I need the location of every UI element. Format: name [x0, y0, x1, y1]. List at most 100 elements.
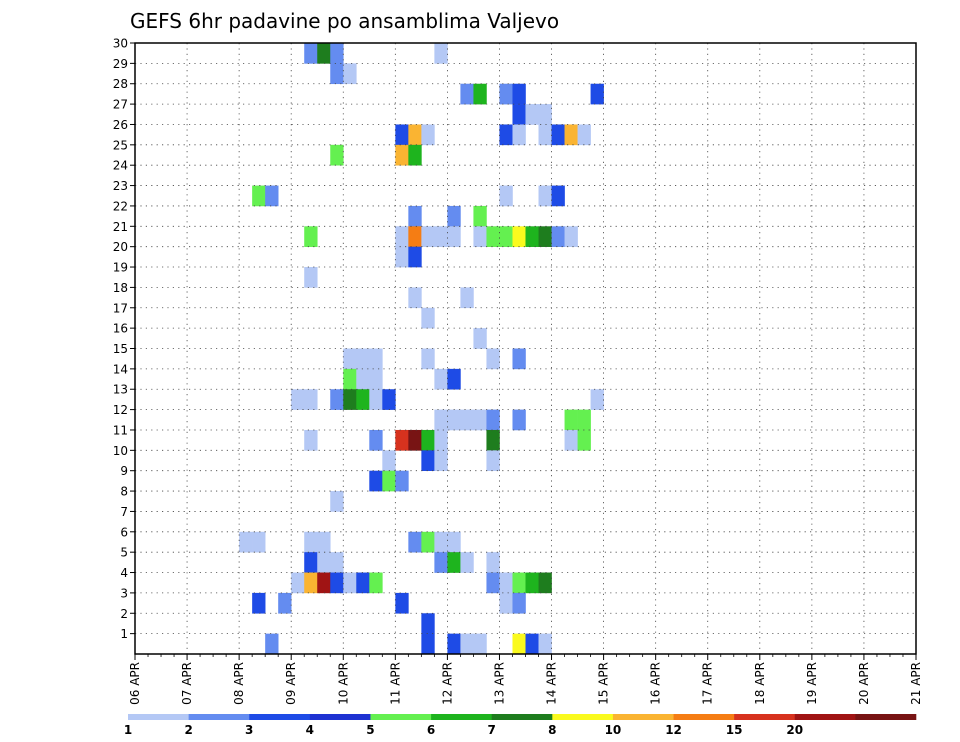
heatmap-cell [304, 389, 318, 410]
heatmap-cell [577, 429, 591, 451]
heatmap-cell [369, 470, 383, 492]
heatmap-cell [538, 124, 552, 146]
heatmap-cell [486, 409, 500, 431]
x-tick-label: 09 APR [284, 662, 298, 705]
heatmap-cell [499, 83, 513, 105]
heatmap-cell [421, 613, 435, 634]
heatmap-cell [291, 572, 305, 594]
heatmap-cell [538, 104, 552, 125]
colorbar-label: 15 [726, 723, 743, 737]
y-tick-label: 9 [120, 464, 128, 478]
colorbar-label: 7 [488, 723, 496, 737]
colorbar-swatch [128, 714, 189, 720]
x-axis-ticks: 06 APR 07 APR 08 APR 09 APR 10 APR 11 APR 12 A… [128, 654, 923, 705]
heatmap-cell [356, 389, 370, 410]
heatmap-cell [395, 226, 409, 247]
heatmap-cell [395, 470, 409, 492]
heatmap-cell [408, 429, 422, 451]
heatmap-cell [447, 633, 461, 655]
heatmap-cell [564, 409, 578, 431]
heatmap-cell [434, 429, 448, 451]
heatmap-cell [551, 226, 565, 247]
heatmap-cell [395, 246, 409, 268]
heatmap-cell [525, 633, 539, 655]
heatmap-cell [291, 389, 305, 410]
heatmap-cell [525, 226, 539, 247]
y-tick-label: 30 [113, 37, 128, 51]
heatmap-cell [486, 572, 500, 594]
heatmap-cell [447, 368, 461, 390]
x-tick-label: 08 APR [232, 662, 246, 705]
grid-lines [135, 43, 916, 654]
heatmap-cell [447, 205, 461, 227]
y-tick-label: 27 [113, 98, 128, 112]
heatmap-cell [330, 552, 344, 573]
heatmap-cell [447, 552, 461, 573]
x-tick-label: 16 APR [649, 662, 663, 705]
heatmap-cell [395, 592, 409, 614]
heatmap-cell [421, 531, 435, 553]
y-tick-label: 8 [120, 485, 128, 499]
heatmap-cell [447, 531, 461, 553]
heatmap-cell [330, 491, 344, 512]
heatmap-cell [434, 450, 448, 471]
heatmap-cell [564, 124, 578, 146]
heatmap-cell [317, 552, 331, 573]
heatmap-cell [512, 124, 526, 146]
colorbar-label: 2 [184, 723, 192, 737]
heatmap-cell [304, 43, 318, 64]
heatmap-cell [512, 348, 526, 370]
y-tick-label: 19 [113, 261, 128, 275]
y-tick-label: 11 [113, 423, 128, 437]
heatmap-cell [343, 348, 357, 370]
heatmap-cell [343, 63, 357, 85]
heatmap-cell [239, 531, 253, 553]
heatmap-cell [369, 389, 383, 410]
y-tick-label: 28 [113, 77, 128, 91]
heatmap-cell [304, 531, 318, 553]
heatmap-cell [499, 124, 513, 146]
y-tick-label: 13 [113, 383, 128, 397]
y-tick-label: 10 [113, 444, 128, 458]
heatmap-cell [252, 531, 266, 553]
heatmap-cell [590, 389, 604, 410]
heatmap-cell [564, 226, 578, 247]
heatmap-cell [330, 43, 344, 64]
heatmap-cell [356, 572, 370, 594]
colorbar-swatch [612, 714, 674, 720]
colorbar-label: 12 [665, 723, 682, 737]
heatmap-cell [434, 409, 448, 431]
colorbar-label: 3 [245, 723, 253, 737]
heatmap-cell [564, 429, 578, 451]
colorbar-swatch [431, 714, 492, 720]
y-tick-label: 7 [120, 505, 128, 519]
colorbar-swatch [794, 714, 856, 720]
heatmap-cell [447, 409, 461, 431]
colorbar-legend: 1 2 3 4 5 6 7 8 10 12 15 20 [124, 714, 917, 737]
heatmap-cell [447, 226, 461, 247]
colorbar-swatch [552, 714, 614, 720]
heatmap-cell [525, 572, 539, 594]
x-tick-label: 14 APR [545, 662, 559, 705]
colorbar-label: 6 [427, 723, 435, 737]
x-tick-label: 15 APR [597, 662, 611, 705]
heatmap-cell [382, 450, 396, 471]
colorbar-swatch [309, 714, 371, 720]
heatmap-cell [369, 368, 383, 390]
x-tick-label: 21 APR [909, 662, 923, 705]
heatmap-cell [278, 592, 292, 614]
heatmap-cell [512, 104, 526, 125]
heatmap-cell [499, 592, 513, 614]
heatmap-cell [434, 368, 448, 390]
heatmap-cell [304, 572, 318, 594]
heatmap-cell [512, 572, 526, 594]
y-tick-label: 29 [113, 57, 128, 71]
heatmap-cell [317, 572, 331, 594]
heatmap-cell [343, 572, 357, 594]
heatmap-cell [356, 348, 370, 370]
heatmap-cell [486, 429, 500, 451]
colorbar-label: 5 [366, 723, 374, 737]
heatmap-cell [460, 633, 474, 655]
heatmap-cell [512, 226, 526, 247]
